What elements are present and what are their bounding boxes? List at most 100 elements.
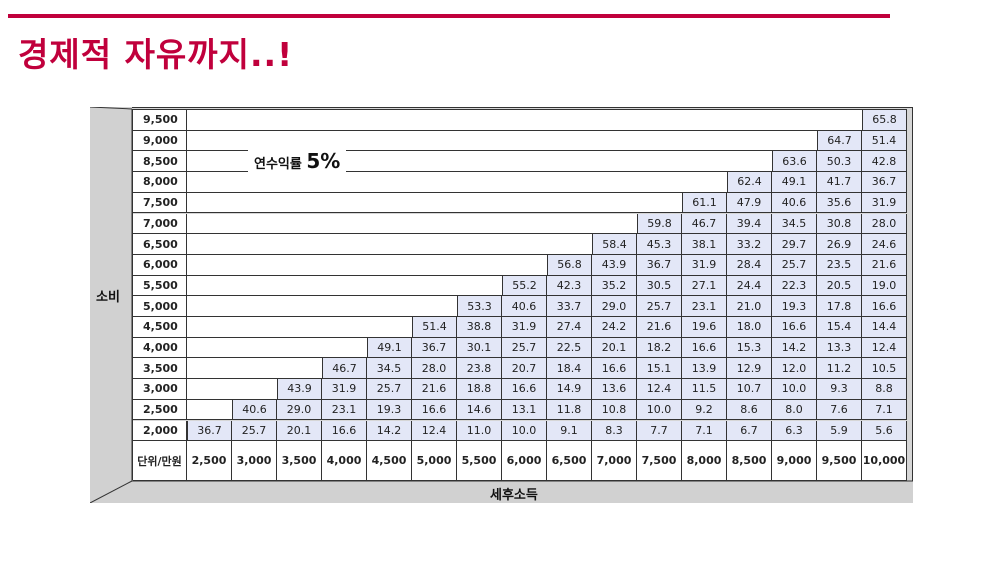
table-cell: 14.2	[772, 337, 817, 359]
column-label: 4,000	[322, 441, 367, 482]
table-cell: 10.8	[592, 399, 637, 421]
table-cell: 18.0	[727, 317, 772, 338]
blank-row-area	[187, 399, 232, 421]
table-cell: 40.6	[772, 192, 817, 214]
table-cell: 34.5	[367, 358, 412, 380]
table-cell: 36.7	[637, 254, 682, 276]
table-cell: 25.7	[367, 379, 412, 400]
column-label: 8,500	[727, 441, 772, 482]
table-cell: 45.3	[637, 234, 682, 255]
table-cell: 8.6	[727, 399, 772, 421]
blank-row-area	[187, 275, 502, 297]
slide-title: 경제적 자유까지..!	[18, 35, 294, 74]
row-label: 7,500	[133, 192, 187, 214]
table-cell: 29.0	[277, 399, 322, 421]
table-cell: 25.7	[772, 254, 817, 276]
table-cell: 13.9	[682, 358, 727, 380]
table-cell: 20.5	[817, 275, 862, 297]
table-cell: 11.5	[682, 379, 727, 400]
table-cell: 11.8	[547, 399, 592, 421]
table-cell: 6.7	[727, 420, 772, 442]
table-cell: 27.1	[682, 275, 727, 297]
table-cell: 18.8	[457, 379, 502, 400]
table-cell: 13.6	[592, 379, 637, 400]
column-label: 9,500	[817, 441, 862, 482]
table-cell: 16.6	[412, 399, 457, 421]
table-cell: 23.1	[322, 399, 367, 421]
table-cell: 47.9	[727, 192, 772, 214]
table-cell: 23.5	[817, 254, 862, 276]
table-cell: 17.8	[817, 296, 862, 317]
table-cell: 49.1	[367, 337, 412, 359]
table-cell: 23.8	[457, 358, 502, 380]
table-cell: 6.3	[772, 420, 817, 442]
table-cell: 12.4	[862, 337, 907, 359]
table-cell: 35.2	[592, 275, 637, 297]
table-cell: 9.3	[817, 379, 862, 400]
column-label: 4,500	[367, 441, 412, 482]
table-cell: 15.4	[817, 317, 862, 338]
table-cell: 11.0	[457, 420, 502, 442]
table-cell: 22.3	[772, 275, 817, 297]
table-cell: 43.9	[277, 379, 322, 400]
table-left-border	[132, 109, 133, 481]
table-cell: 14.4	[862, 317, 907, 338]
table-cell: 13.3	[817, 337, 862, 359]
row-label: 8,000	[133, 172, 187, 193]
table-cell: 65.8	[862, 110, 907, 131]
table-cell: 21.0	[727, 296, 772, 317]
table-cell: 31.9	[862, 192, 907, 214]
table-cell: 30.1	[457, 337, 502, 359]
table-cell: 7.1	[682, 420, 727, 442]
row-label: 2,500	[133, 399, 187, 421]
blank-row-area	[187, 234, 592, 255]
table-cell: 15.3	[727, 337, 772, 359]
blank-row-area	[187, 172, 727, 193]
table-cell: 14.9	[547, 379, 592, 400]
table-cell: 28.0	[862, 213, 907, 235]
table-cell: 33.7	[547, 296, 592, 317]
table-cell: 19.3	[367, 399, 412, 421]
table-cell: 31.9	[682, 254, 727, 276]
table-cell: 50.3	[817, 151, 862, 173]
table-cell: 7.6	[817, 399, 862, 421]
table-cell: 24.2	[592, 317, 637, 338]
table-cell: 16.6	[502, 379, 547, 400]
y-axis-label: 소비	[96, 290, 120, 305]
table-cell: 14.2	[367, 420, 412, 442]
blank-row-area	[187, 254, 547, 276]
table-cell: 46.7	[322, 358, 367, 380]
table-cell: 8.8	[862, 379, 907, 400]
table-cell: 63.6	[772, 151, 817, 173]
table-cell: 19.6	[682, 317, 727, 338]
blank-row-area	[187, 130, 817, 152]
table-cell: 56.8	[547, 254, 592, 276]
table-cell: 16.6	[772, 317, 817, 338]
title-underline	[8, 14, 890, 18]
table-cell: 18.2	[637, 337, 682, 359]
table-cell: 46.7	[682, 213, 727, 235]
table-cell: 12.4	[412, 420, 457, 442]
table-cell: 19.0	[862, 275, 907, 297]
blank-row-area	[187, 213, 637, 235]
blank-row-area	[187, 358, 322, 380]
table-cell: 10.7	[727, 379, 772, 400]
row-label: 2,000	[133, 420, 187, 442]
table-cell: 51.4	[862, 130, 907, 152]
table-cell: 16.6	[862, 296, 907, 317]
rate-annotation: 연수익률 5%	[248, 149, 347, 173]
table-cell: 10.0	[772, 379, 817, 400]
row-label: 3,500	[133, 358, 187, 380]
table-cell: 12.0	[772, 358, 817, 380]
y-axis-wall	[90, 107, 132, 481]
table-cell: 30.8	[817, 213, 862, 235]
table-cell: 10.0	[637, 399, 682, 421]
row-label: 5,500	[133, 275, 187, 297]
table-cell: 7.7	[637, 420, 682, 442]
table-cell: 55.2	[502, 275, 547, 297]
table-cell: 42.8	[862, 151, 907, 173]
column-label: 5,000	[412, 441, 457, 482]
table-cell: 10.0	[502, 420, 547, 442]
table-cell: 16.6	[682, 337, 727, 359]
table-cell: 40.6	[232, 399, 277, 421]
